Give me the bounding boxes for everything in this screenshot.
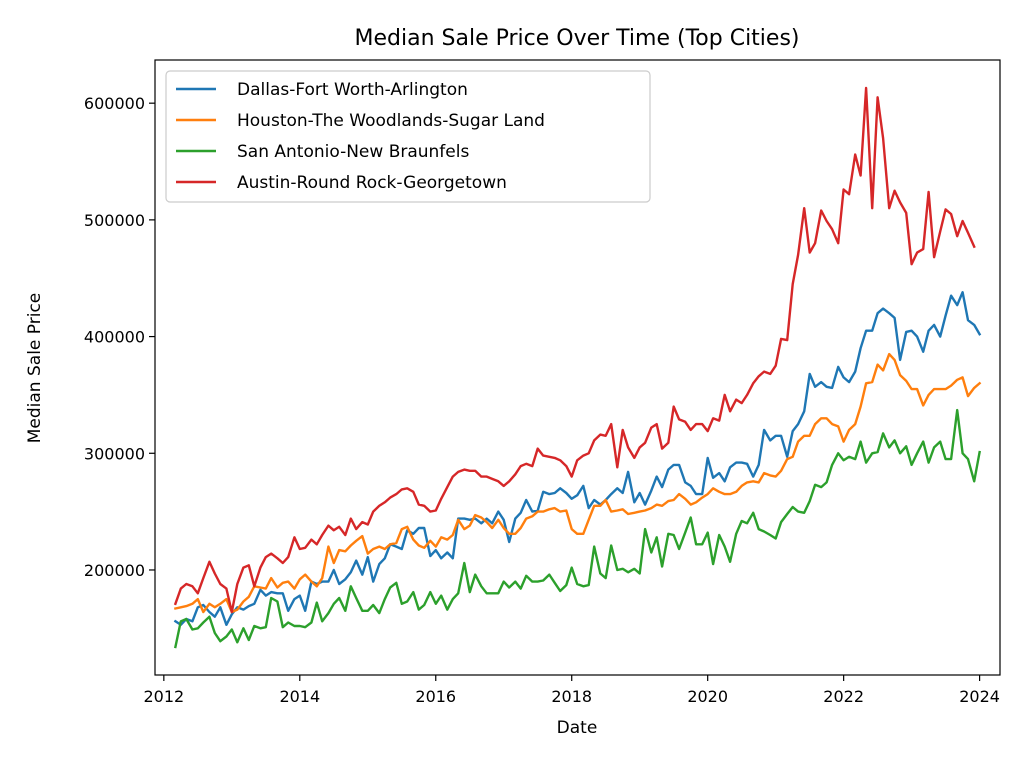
series-line-1 bbox=[173, 352, 982, 614]
legend-label-0: Dallas-Fort Worth-Arlington bbox=[237, 80, 468, 100]
series-line-0 bbox=[173, 291, 982, 626]
x-tick-label-3: 2018 bbox=[551, 687, 592, 706]
y-tick-label-2: 400000 bbox=[84, 328, 145, 347]
y-tick-label-3: 500000 bbox=[84, 211, 145, 230]
legend-label-3: Austin-Round Rock-Georgetown bbox=[237, 173, 507, 193]
x-tick-label-4: 2020 bbox=[687, 687, 728, 706]
y-axis-label: Median Sale Price bbox=[25, 293, 45, 444]
y-tick-label-0: 200000 bbox=[84, 561, 145, 580]
x-tick-label-6: 2024 bbox=[959, 687, 1000, 706]
chart-title: Median Sale Price Over Time (Top Cities) bbox=[355, 26, 800, 51]
y-tick-label-1: 300000 bbox=[84, 444, 145, 463]
plot-frame bbox=[154, 59, 1001, 676]
y-tick-label-4: 600000 bbox=[84, 94, 145, 113]
x-axis-ticks: 2012 2014 2016 2018 2020 2022 2024 bbox=[143, 675, 1000, 706]
x-tick-label-5: 2022 bbox=[823, 687, 864, 706]
series-line-2 bbox=[173, 408, 981, 649]
x-tick-label-0: 2012 bbox=[143, 687, 184, 706]
legend-label-2: San Antonio-New Braunfels bbox=[237, 142, 469, 162]
legend: Dallas-Fort Worth-Arlington Houston-The W… bbox=[165, 70, 651, 203]
series-line-3 bbox=[173, 86, 976, 614]
series-lines bbox=[173, 86, 982, 649]
x-tick-label-1: 2014 bbox=[279, 687, 320, 706]
x-tick-label-2: 2016 bbox=[415, 687, 456, 706]
legend-box bbox=[165, 70, 651, 203]
x-axis-label: Date bbox=[557, 718, 598, 738]
y-axis-ticks: 200000 300000 400000 500000 600000 bbox=[84, 94, 155, 580]
legend-label-1: Houston-The Woodlands-Sugar Land bbox=[237, 111, 545, 131]
